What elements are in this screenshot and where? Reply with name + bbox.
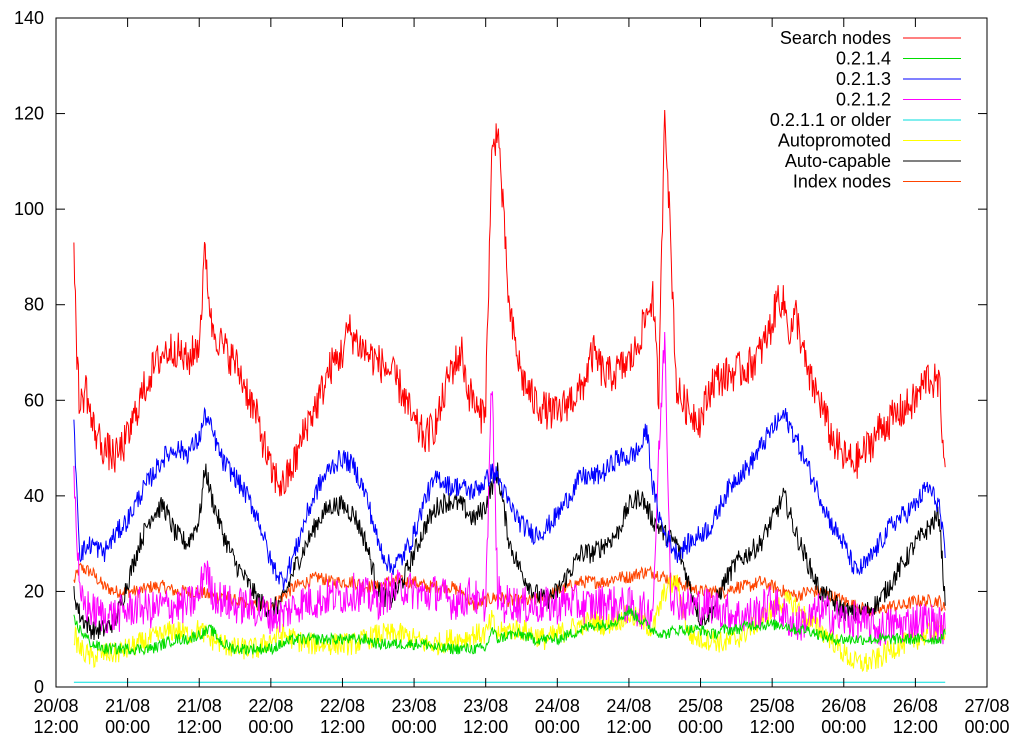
series-line-auto-capable: [73, 462, 946, 641]
x-tick-label: 25/08 12:00: [750, 696, 795, 737]
x-tick-label: 26/08 12:00: [893, 696, 938, 737]
legend-label-0-2-1-4: 0.2.1.4: [836, 49, 891, 69]
y-tick-label: 20: [24, 581, 44, 601]
x-tick-label: 25/08 00:00: [678, 696, 723, 737]
series-line-autopromoted: [73, 574, 946, 673]
x-tick-label: 24/08 00:00: [535, 696, 580, 737]
x-tick-label: 21/08 12:00: [177, 696, 222, 737]
legend-label-index-nodes: Index nodes: [793, 172, 891, 192]
x-tick-label: 24/08 12:00: [606, 696, 651, 737]
axes: 0 20 40 60 80 100 120 140 20/08 12:00 21/08 00:00 21…: [14, 8, 1010, 737]
x-tick-label: 23/08 00:00: [392, 696, 437, 737]
series-line-0-2-1-3: [73, 406, 946, 591]
legend-label-0-2-1-3: 0.2.1.3: [836, 69, 891, 89]
y-tick-label: 120: [14, 104, 44, 124]
legend-label-auto-capable: Auto-capable: [785, 151, 891, 171]
legend-label-0-2-1-2: 0.2.1.2: [836, 90, 891, 110]
legend: Search nodes0.2.1.40.2.1.30.2.1.20.2.1.1…: [770, 28, 961, 192]
y-tick-label: 100: [14, 199, 44, 219]
x-tick-label: 26/08 00:00: [821, 696, 866, 737]
series-line-0-2-1-4: [73, 605, 946, 656]
x-tick-label: 22/08 00:00: [248, 696, 293, 737]
plot-lines: [73, 109, 946, 683]
x-tick-label: 21/08 00:00: [105, 696, 150, 737]
x-tick-label: 27/08 00:00: [964, 696, 1009, 737]
x-tick-label: 20/08 12:00: [33, 696, 78, 737]
y-tick-label: 60: [24, 390, 44, 410]
y-tick-label: 80: [24, 295, 44, 315]
legend-label-autopromoted: Autopromoted: [778, 131, 891, 151]
series-line-search-nodes: [73, 109, 946, 497]
legend-label-0-2-1-1-or-older: 0.2.1.1 or older: [770, 110, 891, 130]
y-tick-label: 140: [14, 8, 44, 28]
y-tick-label: 40: [24, 486, 44, 506]
legend-label-search-nodes: Search nodes: [780, 28, 891, 48]
series-line-0-2-1-2: [73, 331, 946, 646]
x-tick-label: 23/08 12:00: [463, 696, 508, 737]
x-tick-label: 22/08 12:00: [320, 696, 365, 737]
plot-frame: [55, 17, 988, 688]
y-tick-label: 0: [34, 677, 44, 697]
